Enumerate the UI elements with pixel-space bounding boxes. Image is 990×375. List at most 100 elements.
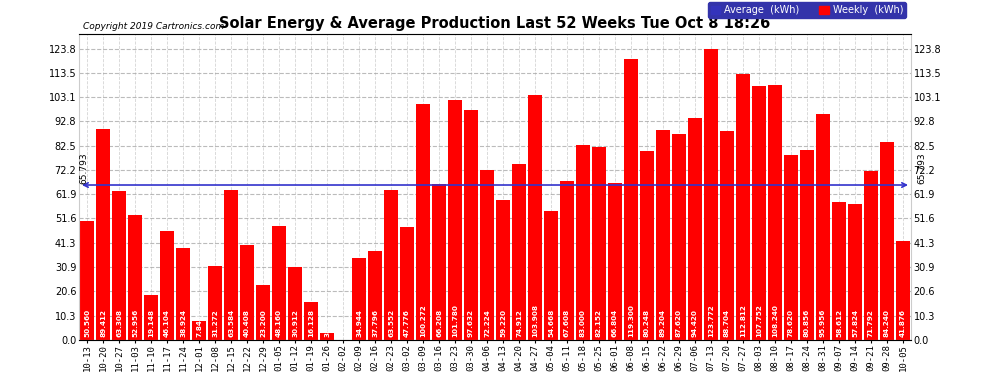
Bar [384,190,398,340]
Text: 30.912: 30.912 [292,310,298,338]
Bar [752,86,765,340]
Text: 52.956: 52.956 [132,309,138,338]
Text: 84.240: 84.240 [884,310,890,338]
Text: 19.148: 19.148 [148,309,154,338]
Bar [225,190,238,340]
Bar [433,184,446,340]
Text: 74.912: 74.912 [516,310,522,338]
Text: 94.420: 94.420 [692,310,698,338]
Text: 54.668: 54.668 [548,309,554,338]
Text: 48.160: 48.160 [276,309,282,338]
Bar [737,74,749,340]
Text: 65.793: 65.793 [918,152,927,184]
Legend: Average  (kWh), Weekly  (kWh): Average (kWh), Weekly (kWh) [708,2,906,18]
Text: 41.876: 41.876 [900,309,906,338]
Text: 100.272: 100.272 [420,305,426,338]
Bar [129,215,142,340]
Bar [496,201,510,340]
Text: 38.924: 38.924 [180,309,186,338]
Bar [544,211,557,340]
Text: 119.300: 119.300 [628,304,634,338]
Text: 67.608: 67.608 [564,309,570,338]
Text: 80.248: 80.248 [644,309,650,338]
Bar [464,110,478,340]
Bar [320,333,334,340]
Text: 80.856: 80.856 [804,309,810,338]
Text: 63.584: 63.584 [228,309,234,338]
Bar [400,227,414,340]
Bar [800,150,814,340]
Bar [864,171,878,340]
Text: 87.620: 87.620 [676,309,682,338]
Text: 83.000: 83.000 [580,310,586,338]
Bar [512,164,526,340]
Text: 103.908: 103.908 [532,304,538,338]
Title: Solar Energy & Average Production Last 52 Weeks Tue Oct 8 18:26: Solar Energy & Average Production Last 5… [220,16,770,32]
Text: 58.612: 58.612 [836,309,842,338]
Text: 112.812: 112.812 [740,304,745,338]
Text: 123.772: 123.772 [708,305,714,338]
Bar [529,95,542,340]
Text: 31.272: 31.272 [212,310,218,338]
Bar [80,221,94,340]
Bar [208,266,222,340]
Text: 71.792: 71.792 [868,310,874,338]
Text: 65.793: 65.793 [79,152,88,184]
Bar [368,251,382,340]
Bar [720,131,734,340]
Text: 47.776: 47.776 [404,310,410,338]
Text: 72.224: 72.224 [484,310,490,338]
Text: 89.204: 89.204 [660,309,666,338]
Text: 82.152: 82.152 [596,309,602,338]
Bar [688,118,702,340]
Bar [145,295,157,340]
Text: Copyright 2019 Cartronics.com: Copyright 2019 Cartronics.com [83,22,225,31]
Bar [816,114,830,340]
Bar [112,191,126,340]
Bar [768,85,782,340]
Text: 57.824: 57.824 [852,309,858,338]
Bar [192,321,206,340]
Text: 89.412: 89.412 [100,309,106,338]
Bar [416,104,430,340]
Bar [176,248,190,340]
Text: 34.944: 34.944 [356,310,362,338]
Bar [480,170,494,340]
Text: 107.752: 107.752 [756,304,762,338]
Text: 37.796: 37.796 [372,309,378,338]
Bar [784,155,798,340]
Text: 66.208: 66.208 [436,309,442,338]
Bar [672,134,686,340]
Bar [448,100,461,340]
Bar [560,181,574,340]
Text: 95.956: 95.956 [820,309,826,338]
Bar [592,147,606,340]
Bar [704,49,718,340]
Text: 3.012: 3.012 [324,315,330,338]
Text: 40.408: 40.408 [245,310,250,338]
Bar [656,130,670,340]
Text: 97.632: 97.632 [468,309,474,338]
Text: 63.552: 63.552 [388,309,394,338]
Bar [272,226,286,340]
Text: 63.308: 63.308 [116,309,122,338]
Bar [241,245,253,340]
Bar [880,142,894,340]
Text: 108.240: 108.240 [772,304,778,338]
Bar [288,267,302,340]
Text: 23.200: 23.200 [260,310,266,338]
Text: 50.560: 50.560 [84,309,90,338]
Bar [848,204,861,340]
Bar [304,302,318,340]
Bar [96,129,110,340]
Bar [624,59,638,340]
Text: 16.128: 16.128 [308,309,314,338]
Text: 7.840: 7.840 [196,315,202,338]
Text: 46.104: 46.104 [164,310,170,338]
Bar [256,285,270,340]
Bar [576,144,590,340]
Text: 66.804: 66.804 [612,309,618,338]
Bar [160,231,174,340]
Bar [833,202,845,340]
Bar [641,151,653,340]
